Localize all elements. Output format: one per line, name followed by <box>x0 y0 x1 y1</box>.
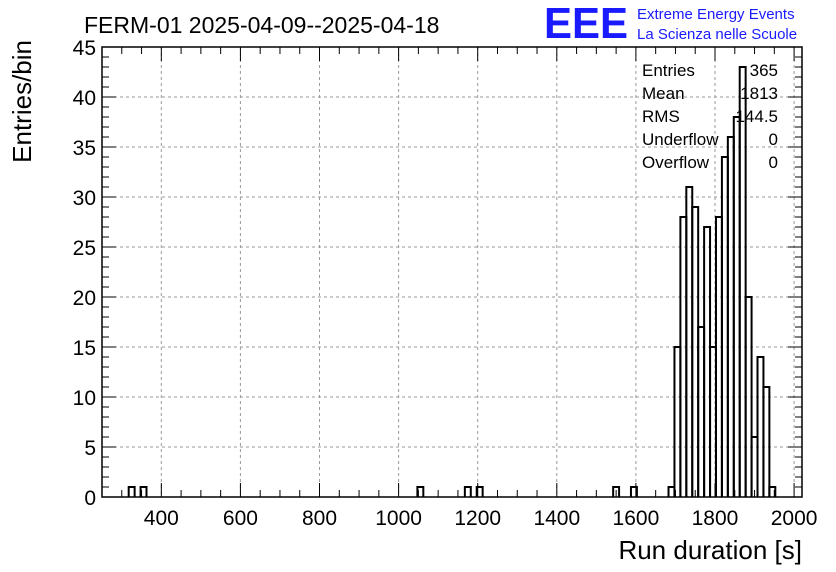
plot-frame <box>101 46 803 498</box>
histogram-bin <box>463 486 472 497</box>
histogram-bin <box>127 486 136 497</box>
x-tick-label: 600 <box>223 507 258 530</box>
x-tick-label: 800 <box>302 507 337 530</box>
y-tick-label: 10 <box>73 387 96 410</box>
histogram-bin <box>416 486 425 497</box>
stats-label: Underflow <box>642 130 719 149</box>
y-tick-label: 45 <box>73 37 96 60</box>
histogram-bin <box>629 486 638 497</box>
stats-value: 1813 <box>740 84 778 103</box>
histogram-bin <box>768 486 777 497</box>
histogram-bin <box>139 486 148 497</box>
histogram-bin <box>475 486 484 497</box>
x-tick-label: 1600 <box>613 507 660 530</box>
stats-label: Overflow <box>642 153 710 172</box>
chart-title: FERM-01 2025-04-09--2025-04-18 <box>84 12 439 38</box>
x-tick-label: 400 <box>144 507 179 530</box>
stats-label: Entries <box>642 61 695 80</box>
y-axis-label: Entries/bin <box>7 40 37 163</box>
x-tick-label: 2000 <box>771 507 818 530</box>
x-axis-label: Run duration [s] <box>618 535 802 565</box>
histogram-bars <box>127 66 777 497</box>
x-tick-label: 1000 <box>375 507 422 530</box>
y-tick-label: 5 <box>84 437 96 460</box>
stats-box: Entries 365 Mean 1813 RMS 144.5 Underflow 0 Over… <box>642 61 778 172</box>
stats-value: 0 <box>769 153 778 172</box>
stats-value: 0 <box>769 130 778 149</box>
stats-label: Mean <box>642 84 685 103</box>
y-axis-ticks: 0 5 10 15 20 25 30 35 40 45 <box>73 37 802 510</box>
logo-line-2: La Scienza nelle Scuole <box>637 26 797 43</box>
stats-value: 144.5 <box>735 107 778 126</box>
x-axis-ticks: 400 600 800 1000 1200 1400 1600 1800 2000 <box>101 47 818 530</box>
x-tick-label: 1800 <box>692 507 739 530</box>
eee-logo-mark: EEE <box>544 0 628 48</box>
y-tick-label: 15 <box>73 337 96 360</box>
x-tick-label: 1200 <box>454 507 501 530</box>
histogram-bin <box>612 486 621 497</box>
stats-value: 365 <box>750 61 778 80</box>
y-tick-label: 40 <box>73 87 96 110</box>
histogram-bin <box>738 66 747 497</box>
grid-lines <box>102 47 802 497</box>
y-tick-label: 0 <box>84 487 96 510</box>
y-tick-label: 30 <box>73 187 96 210</box>
y-tick-label: 20 <box>73 287 96 310</box>
stats-label: RMS <box>642 107 680 126</box>
histogram-bin <box>762 386 771 497</box>
logo-line-1: Extreme Energy Events <box>637 6 795 23</box>
axes-frame <box>101 46 803 498</box>
eee-logo: EEE Extreme Energy Events La Scienza nel… <box>544 0 797 48</box>
y-tick-label: 35 <box>73 137 96 160</box>
y-tick-label: 25 <box>73 237 96 260</box>
x-tick-label: 1400 <box>533 507 580 530</box>
histogram-bin <box>744 296 753 497</box>
